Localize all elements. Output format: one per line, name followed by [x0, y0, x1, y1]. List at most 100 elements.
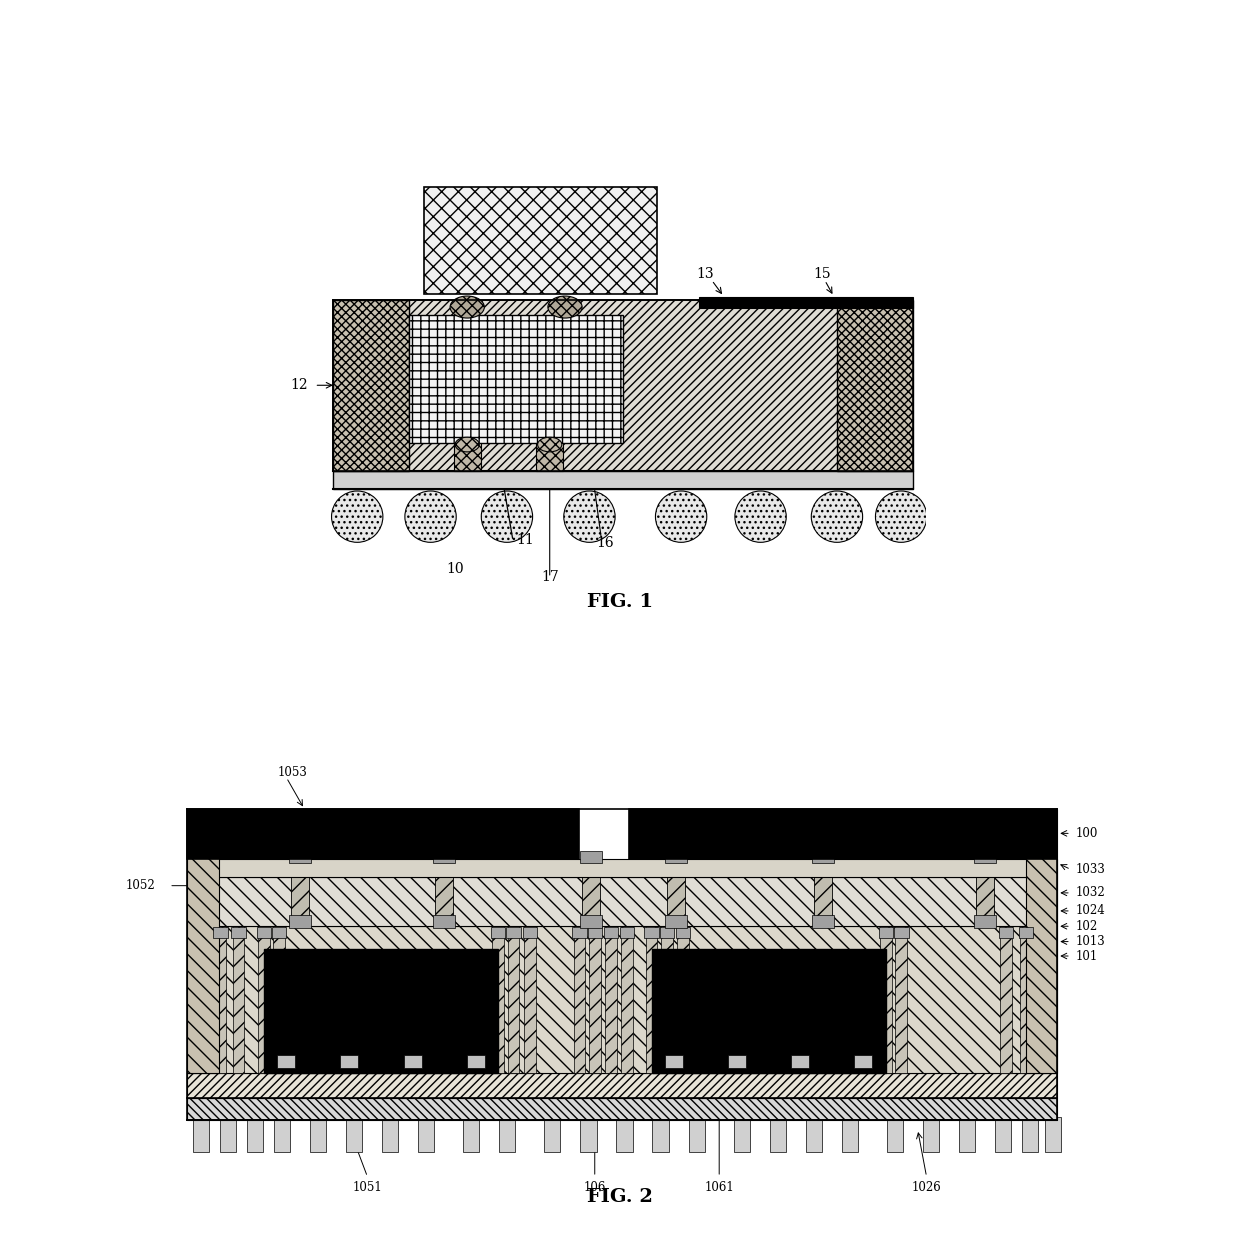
Bar [923, 1118, 939, 1152]
Text: 1026: 1026 [911, 1181, 941, 1194]
Text: 12: 12 [290, 378, 309, 393]
Bar [895, 926, 908, 1073]
Text: 1051: 1051 [352, 1181, 382, 1194]
Ellipse shape [481, 492, 533, 542]
Ellipse shape [564, 492, 615, 542]
Bar [616, 1118, 632, 1152]
Bar [1022, 1118, 1038, 1152]
Bar [812, 851, 833, 863]
Bar [346, 1118, 362, 1152]
Bar [837, 300, 914, 471]
Text: 100: 100 [1075, 827, 1097, 840]
Bar [806, 1118, 822, 1152]
Bar [842, 1118, 858, 1152]
Bar [605, 926, 616, 1073]
Bar [187, 858, 1058, 877]
Bar [232, 927, 246, 937]
Text: 1013: 1013 [1075, 935, 1105, 948]
Bar [187, 926, 1058, 1073]
Bar [264, 948, 498, 1073]
Bar [258, 926, 269, 1073]
Text: FIG. 1: FIG. 1 [587, 593, 653, 611]
Bar [580, 1118, 596, 1152]
Bar [466, 1055, 485, 1068]
Bar [688, 1118, 704, 1152]
Bar [522, 927, 537, 937]
Text: 1061: 1061 [704, 1181, 734, 1194]
Bar [665, 915, 687, 927]
Bar [491, 927, 506, 937]
Bar [574, 926, 585, 1073]
Bar [247, 1118, 263, 1152]
Bar [272, 927, 286, 937]
Bar [500, 1118, 516, 1152]
Ellipse shape [450, 296, 485, 319]
Ellipse shape [548, 296, 582, 319]
Bar [274, 1118, 290, 1152]
Bar [959, 1118, 976, 1152]
Bar [187, 809, 218, 1073]
Bar [665, 1055, 683, 1068]
Text: 13: 13 [697, 267, 714, 282]
Bar [1021, 926, 1032, 1073]
Bar [418, 1118, 434, 1152]
Bar [621, 926, 634, 1073]
Bar [651, 948, 887, 1073]
Text: 1053: 1053 [278, 767, 308, 779]
Bar [332, 471, 914, 489]
Bar [812, 915, 833, 927]
Bar [544, 1118, 560, 1152]
Bar [588, 927, 601, 937]
Bar [734, 1118, 750, 1152]
Bar [187, 1073, 1058, 1098]
Text: 11: 11 [516, 534, 534, 547]
Text: 106: 106 [584, 1181, 606, 1194]
Bar [572, 927, 587, 937]
Bar [403, 1055, 422, 1068]
Ellipse shape [455, 437, 480, 452]
Ellipse shape [331, 492, 383, 542]
Bar [332, 300, 409, 471]
Bar [219, 1118, 236, 1152]
Ellipse shape [656, 492, 707, 542]
Bar [813, 858, 832, 926]
Text: 10: 10 [446, 562, 464, 577]
Bar [435, 858, 453, 926]
Text: 1033: 1033 [1075, 863, 1105, 876]
Bar [975, 915, 996, 927]
Bar [192, 1118, 208, 1152]
Bar [187, 877, 1058, 926]
Bar [975, 851, 996, 863]
Bar [213, 927, 228, 937]
Bar [699, 296, 914, 308]
Bar [310, 1118, 326, 1152]
Bar [677, 926, 689, 1073]
Bar [646, 926, 657, 1073]
Bar [660, 927, 675, 937]
Bar [215, 926, 227, 1073]
Bar [676, 927, 691, 937]
Text: 1024: 1024 [1075, 904, 1105, 918]
Ellipse shape [538, 437, 562, 452]
Bar [894, 927, 909, 937]
Ellipse shape [735, 492, 786, 542]
Bar [507, 926, 520, 1073]
Bar [187, 809, 579, 858]
Bar [1018, 927, 1033, 937]
Bar [525, 926, 536, 1073]
Bar [409, 315, 622, 443]
Bar [791, 1055, 810, 1068]
Bar [667, 858, 684, 926]
Bar [652, 1118, 668, 1152]
Text: 1052: 1052 [125, 879, 155, 892]
Bar [998, 927, 1013, 937]
Ellipse shape [811, 492, 863, 542]
Bar [645, 927, 658, 937]
Bar [728, 1055, 746, 1068]
Bar [580, 915, 601, 927]
Bar [257, 927, 272, 937]
Text: 102: 102 [1075, 920, 1097, 932]
Text: 1032: 1032 [1075, 887, 1105, 899]
Bar [880, 926, 892, 1073]
Bar [879, 927, 893, 937]
